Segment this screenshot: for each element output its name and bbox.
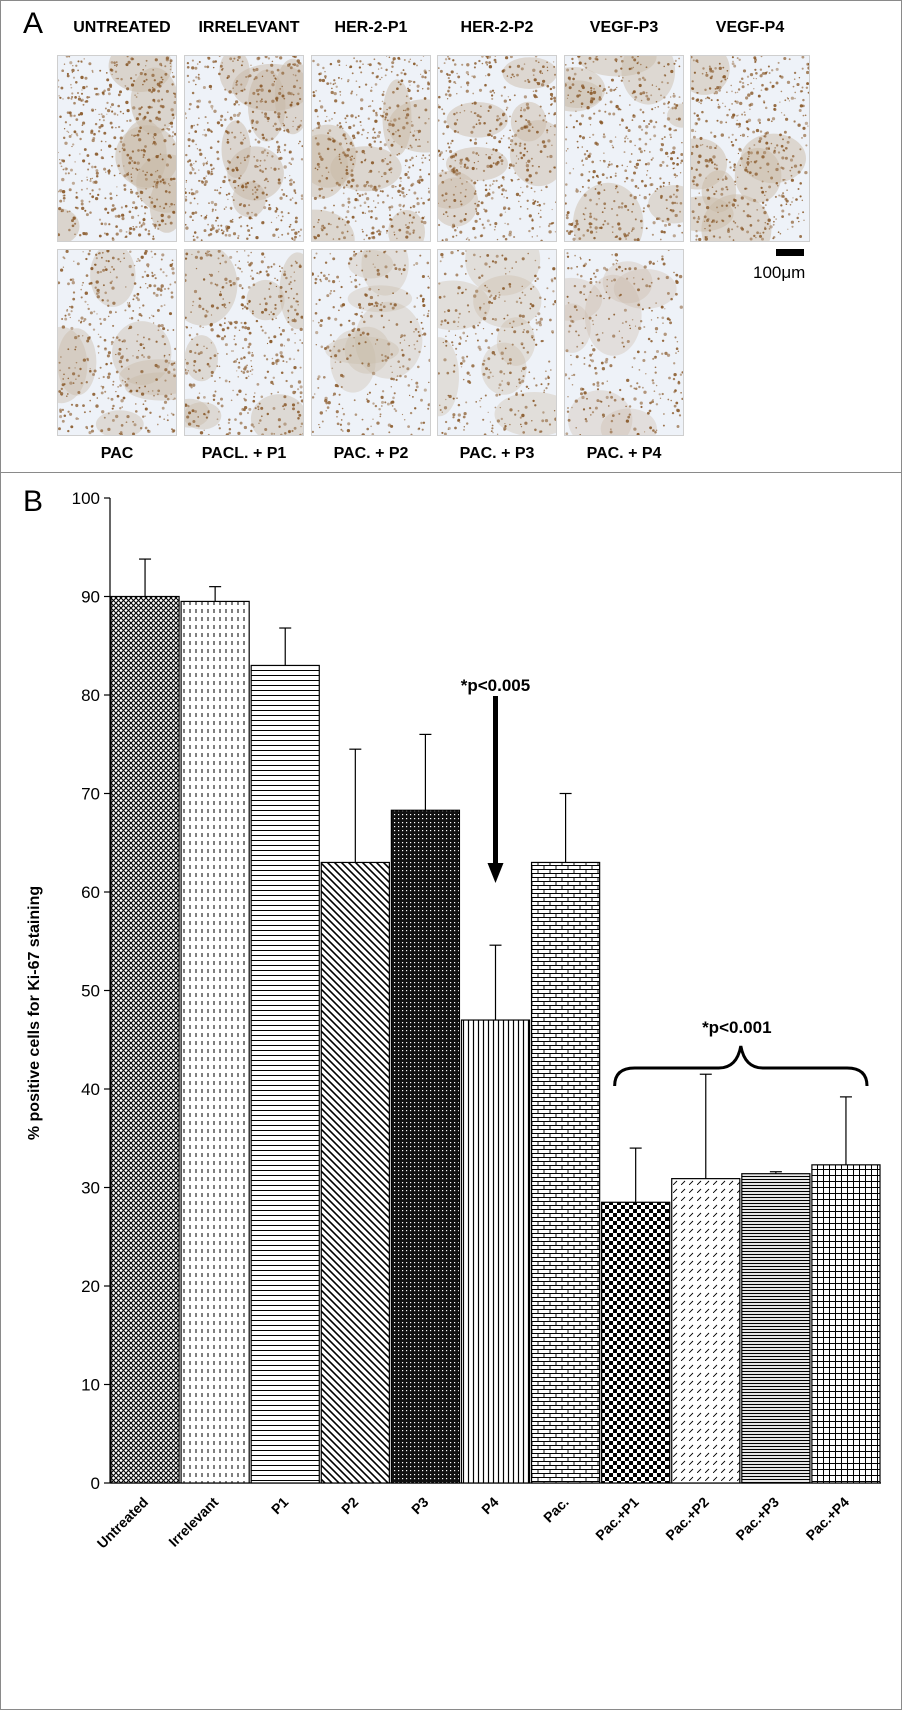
bottom-label-pac: PAC [100,445,134,462]
bottom-label-pac-p3: PAC. + P3 [459,445,535,462]
x-tick-label: P2 [338,1494,362,1518]
x-tick-label: Pac.+P3 [732,1494,782,1544]
y-axis-label: % positive cells for Ki-67 staining [26,886,43,1140]
y-tick-label: 20 [81,1277,100,1296]
micrograph-vegf-p3 [564,55,684,242]
panel-b-letter: B [23,485,44,518]
micrograph-pac-p3 [437,249,557,436]
x-tick-label: P3 [408,1494,432,1518]
bar-p3 [390,809,461,1484]
micrograph-vegf-p4 [690,55,810,242]
panel-a-micrographs: A UNTREATED IRRELEVANT HER-2-P1 HER-2-P2… [0,0,902,473]
micrograph-untreated [57,55,177,242]
y-tick-label: 60 [81,883,100,902]
bottom-label-pac-p4: PAC. + P4 [586,445,662,462]
micrograph-irrelevant [184,55,304,242]
bar-pac-p2 [671,1178,741,1484]
bar-untreated [110,595,180,1484]
bottom-label-pacl-p1: PACL. + P1 [201,445,287,462]
panel-b-bar-chart: B 0 10 20 30 40 50 60 70 80 90 100 Untreated Irrelev… [0,473,902,1710]
scale-bar-label: 100μm [753,263,806,282]
top-label-irrelevant: IRRELEVANT [198,19,300,36]
micrograph-pacl-p1 [184,249,304,436]
annotation-p0005: *p<0.005 [461,676,530,695]
arrow-head [487,863,504,883]
bar-pac- [530,861,601,1484]
panel-a-letter: A [23,7,44,40]
y-tick-label: 100 [72,489,100,508]
micrograph-pac [57,249,177,436]
top-label-vegf-p4: VEGF-P4 [715,19,785,36]
y-tick-label: 50 [81,982,100,1001]
micrograph-her2-p2 [437,55,557,242]
bar-p1 [250,664,320,1484]
y-tick-label: 10 [81,1376,100,1395]
ki67-bar-chart: 0 10 20 30 40 50 60 70 80 90 100 Untreated Irrelevan… [26,489,881,1552]
significance-brace [613,1045,869,1087]
micrograph-pac-p2 [311,249,431,436]
x-tick-label: P4 [478,1494,502,1518]
top-label-her2-p1: HER-2-P1 [334,19,408,36]
micrograph-her2-p1 [311,55,431,242]
x-tick-label: Pac.+P4 [803,1494,853,1544]
y-tick-label: 90 [81,588,100,607]
scale-bar [776,249,804,256]
x-tick-label: P1 [268,1494,292,1518]
top-label-vegf-p3: VEGF-P3 [589,19,659,36]
bar-p2 [320,861,390,1484]
y-tick-label: 70 [81,785,100,804]
x-tick-label: Pac. [540,1494,572,1526]
annotation-p0001: *p<0.001 [702,1018,771,1037]
y-tick-label: 40 [81,1080,100,1099]
top-label-untreated: UNTREATED [73,19,171,36]
x-tick-label: Pac.+P1 [592,1494,642,1544]
micrograph-pac-p4 [564,249,684,436]
bar-pac-p1 [601,1201,671,1484]
bar-pac-p3 [741,1173,811,1484]
top-label-her2-p2: HER-2-P2 [460,19,534,36]
bottom-label-pac-p2: PAC. + P2 [333,445,409,462]
x-tick-label: Irrelevant [165,1494,221,1550]
x-tick-label: Pac.+P2 [662,1494,712,1544]
y-tick-label: 0 [91,1474,100,1493]
x-tick-label: Untreated [94,1494,152,1552]
bar-irrelevant [180,600,250,1484]
y-tick-label: 30 [81,1179,100,1198]
y-tick-label: 80 [81,686,100,705]
bar-pac-p4 [811,1164,881,1484]
bar-p4 [460,1019,531,1484]
